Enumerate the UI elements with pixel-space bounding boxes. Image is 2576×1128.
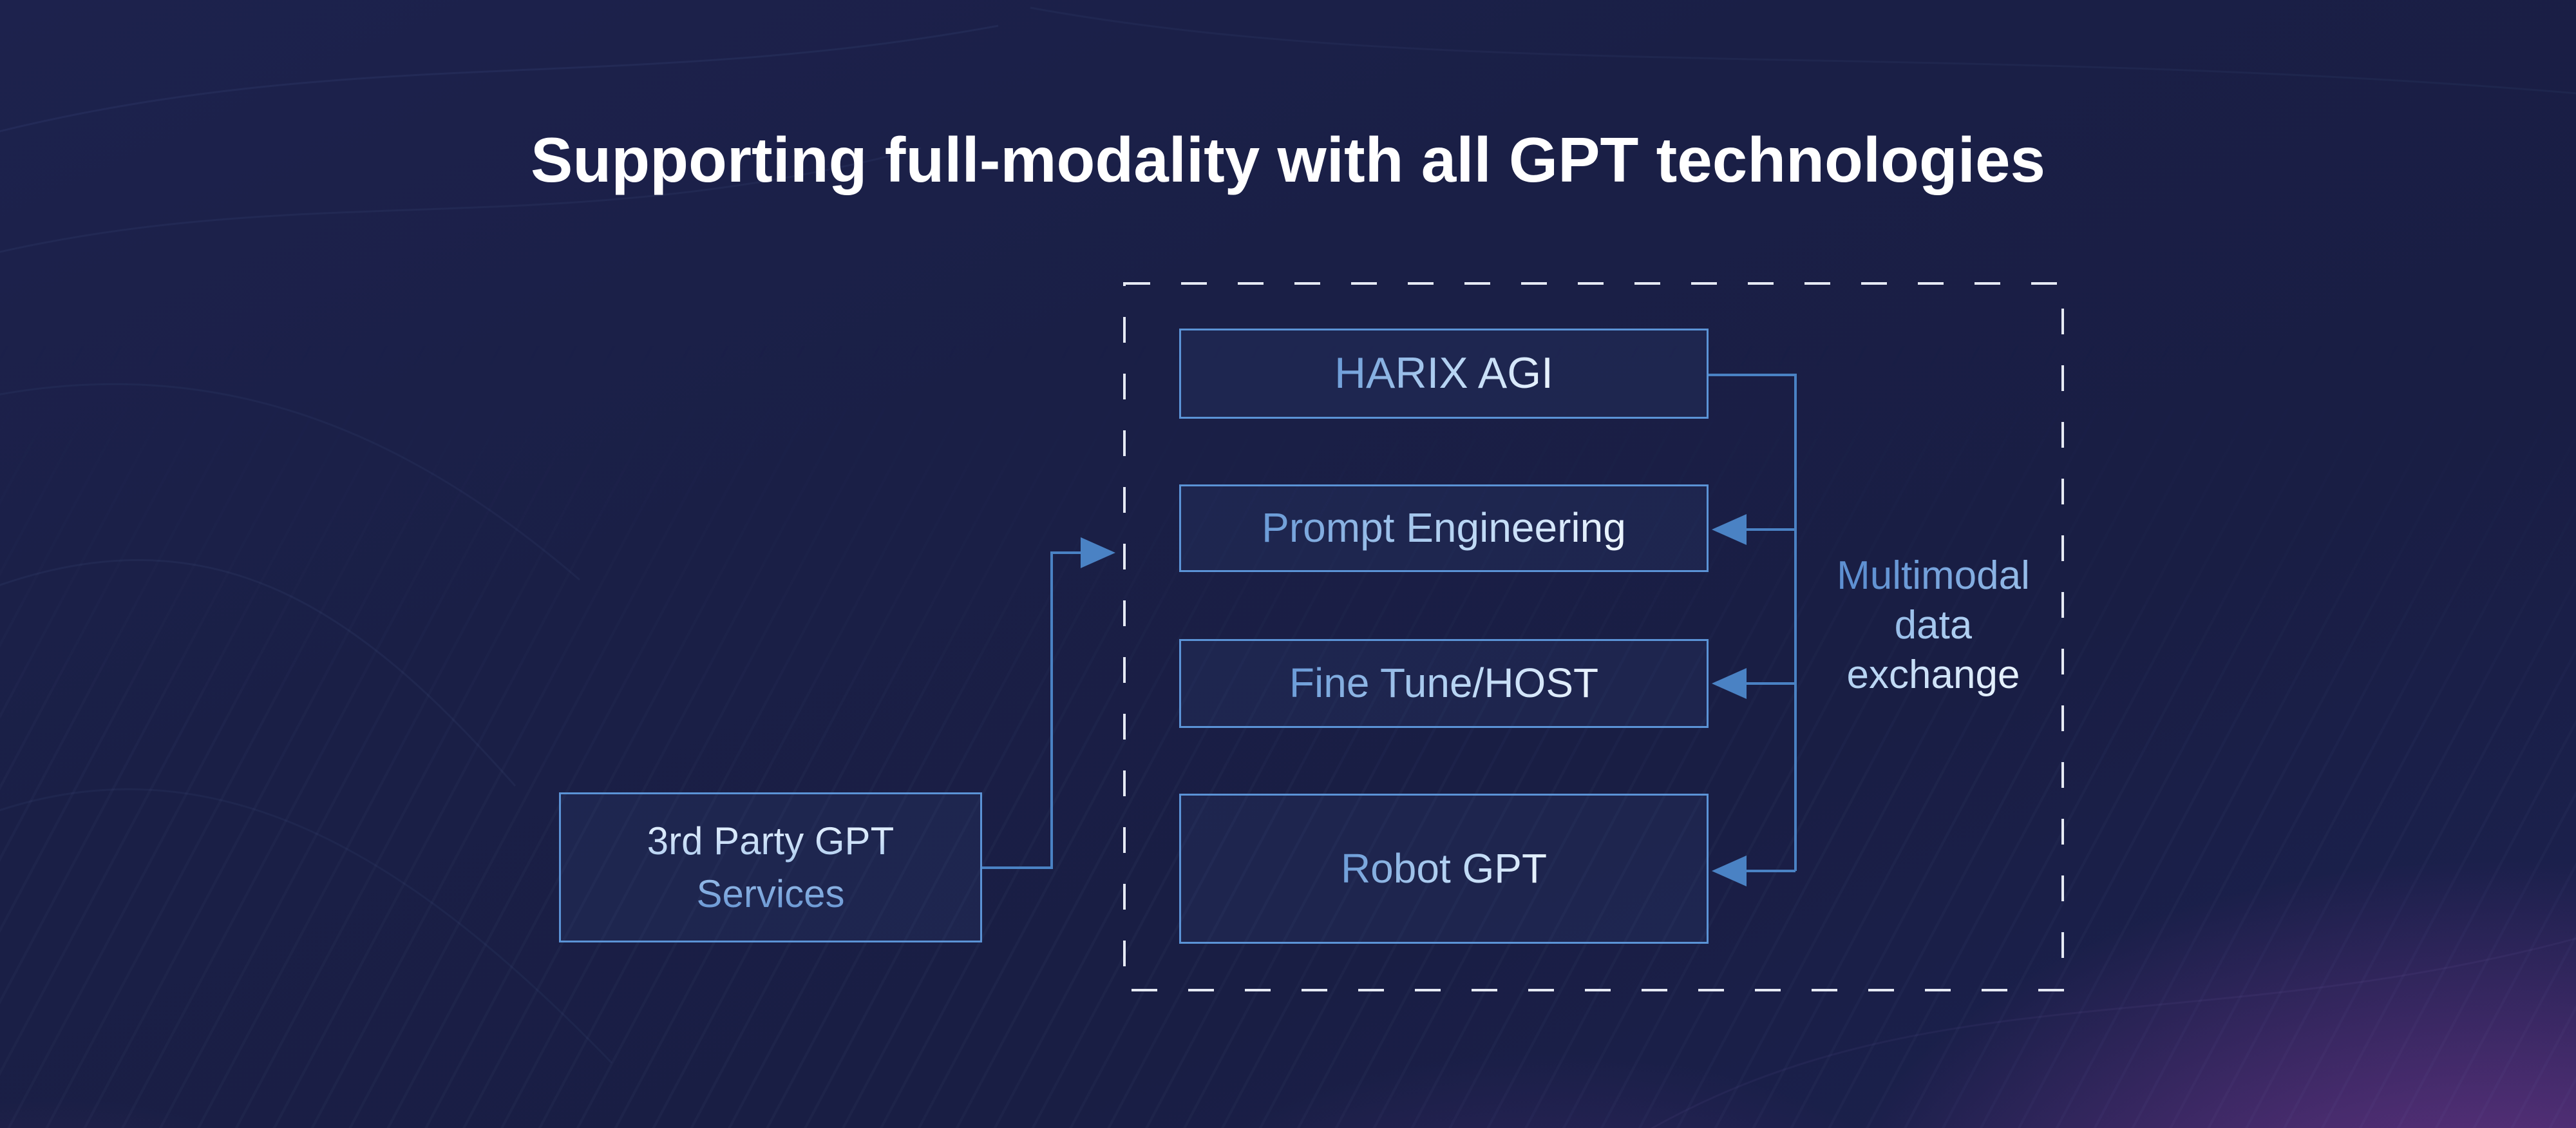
contour-line bbox=[1030, 6, 2576, 95]
connector-line bbox=[1709, 374, 1797, 871]
arrowhead-left-icon bbox=[1712, 856, 1747, 886]
node-label: Robot GPT bbox=[1341, 843, 1547, 895]
dashed-group-border bbox=[1123, 282, 2064, 991]
node-fine-tune-host: Fine Tune/HOST bbox=[1179, 639, 1709, 728]
arrowhead-left-icon bbox=[1712, 514, 1747, 545]
contour-line bbox=[0, 559, 516, 787]
node-label: 3rd Party GPT Services bbox=[647, 815, 894, 920]
annotation-label: Multimodal data exchange bbox=[1837, 553, 2030, 697]
arrowhead-right-icon bbox=[1081, 537, 1115, 568]
node-harix-agi: HARIX AGI bbox=[1179, 329, 1709, 419]
slide-title: Supporting full-modality with all GPT te… bbox=[531, 124, 2045, 195]
node-prompt-engineering: Prompt Engineering bbox=[1179, 484, 1709, 572]
arrowhead-left-icon bbox=[1712, 668, 1747, 699]
contour-line bbox=[0, 24, 999, 133]
node-third-party-gpt-services: 3rd Party GPT Services bbox=[559, 792, 982, 942]
contour-line bbox=[0, 383, 580, 581]
node-label: HARIX AGI bbox=[1334, 345, 1553, 401]
node-label: Prompt Engineering bbox=[1262, 502, 1626, 555]
node-robot-gpt: Robot GPT bbox=[1179, 794, 1709, 944]
node-label: Fine Tune/HOST bbox=[1289, 657, 1598, 710]
contour-line bbox=[0, 788, 613, 1064]
contour-line bbox=[0, 147, 922, 253]
contour-line bbox=[1651, 937, 2576, 1128]
annotation-multimodal-data-exchange: Multimodal data exchange bbox=[1798, 551, 2069, 700]
connector-line bbox=[982, 551, 1082, 869]
